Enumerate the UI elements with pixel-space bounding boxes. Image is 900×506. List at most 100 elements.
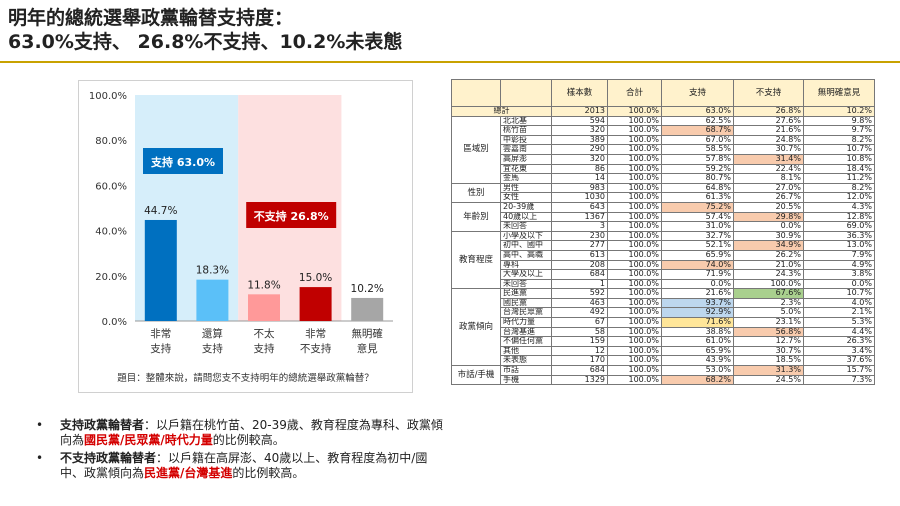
row-cell: 1 — [551, 278, 608, 290]
row-cell: 5.0% — [733, 307, 804, 319]
row-cell: 230 — [551, 230, 608, 242]
row-cell: 12 — [551, 345, 608, 357]
x-tick-label: 支持 — [254, 342, 275, 355]
row-category: 國民黨 — [500, 297, 552, 309]
row-cell: 23.1% — [733, 317, 804, 328]
row-cell: 12.7% — [733, 336, 804, 347]
group-label: 年齡別 — [451, 201, 501, 232]
data-label: 18.3% — [196, 265, 229, 277]
row-cell: 57.4% — [661, 211, 734, 223]
row-cell: 52.1% — [661, 240, 734, 251]
finding-text-end: 的比例較高。 — [232, 466, 305, 480]
total-cell-n: 2013 — [551, 106, 608, 117]
row-cell: 26.3% — [803, 336, 875, 347]
table-row: 宜花東 86 100.0% 59.2% 22.4% 18.4% — [452, 163, 875, 175]
header-oppose: 不支持 — [733, 79, 804, 107]
data-label: 44.7% — [144, 205, 177, 217]
row-cell: 4.9% — [803, 259, 875, 271]
row-cell: 100.0% — [607, 269, 662, 280]
table-row: 其他 12 100.0% 65.9% 30.7% 3.4% — [452, 345, 875, 357]
table-row: 市話/手機 市話 684 100.0% 53.0% 31.3% 15.7% — [451, 365, 875, 386]
row-cell: 58.5% — [661, 144, 734, 155]
row-cell: 10.7% — [803, 144, 875, 155]
row-cell: 21.6% — [661, 288, 734, 299]
row-cell: 0.0% — [803, 278, 875, 290]
row-category: 不偏任何黨 — [500, 336, 552, 347]
finding-text: ：以戶籍在高屏澎、40歲以上、教育程度為初中/國中、政黨傾向為 — [60, 451, 428, 480]
row-cell: 1329 — [551, 374, 608, 386]
finding-text-end: 的比例較高。 — [212, 433, 285, 447]
row-cell: 100.0% — [607, 317, 662, 328]
row-cell: 100.0% — [607, 201, 662, 213]
table-row: 金馬 14 100.0% 80.7% 8.1% 11.2% — [452, 173, 875, 184]
row-category: 40歲以上 — [500, 211, 552, 223]
table-row: 未回答 3 100.0% 31.0% 0.0% 69.0% — [452, 221, 875, 232]
row-cell: 594 — [551, 115, 608, 127]
row-cell: 100.0% — [733, 278, 804, 290]
row-cell: 43.9% — [661, 355, 734, 367]
row-cell: 1030 — [551, 192, 608, 203]
row-cell: 24.3% — [733, 269, 804, 280]
row-cell: 4.3% — [803, 201, 875, 213]
row-cell: 31.3% — [733, 365, 804, 376]
row-cell: 208 — [551, 259, 608, 271]
row-cell: 68.7% — [661, 125, 734, 136]
x-tick-label: 不支持 — [300, 342, 332, 355]
row-cell: 100.0% — [607, 182, 662, 194]
row-category: 小學及以下 — [500, 230, 552, 242]
row-category: 宜花東 — [500, 163, 552, 175]
row-category: 中彰投 — [500, 134, 552, 146]
row-cell: 65.9% — [661, 249, 734, 261]
title-divider — [0, 61, 900, 63]
row-cell: 290 — [551, 144, 608, 155]
row-cell: 32.7% — [661, 230, 734, 242]
row-cell: 24.8% — [733, 134, 804, 146]
row-cell: 100.0% — [607, 288, 662, 299]
row-cell: 100.0% — [607, 230, 662, 242]
row-cell: 10.7% — [803, 288, 875, 299]
table-row: 大學及以上 684 100.0% 71.9% 24.3% 3.8% — [452, 269, 875, 280]
row-cell: 24.5% — [733, 374, 804, 386]
row-cell: 100.0% — [607, 355, 662, 367]
table-row: 不偏任何黨 159 100.0% 61.0% 12.7% 26.3% — [452, 336, 875, 347]
row-cell: 80.7% — [661, 173, 734, 184]
row-cell: 100.0% — [607, 173, 662, 184]
row-cell: 100.0% — [607, 365, 662, 376]
x-tick-label: 非常 — [305, 327, 326, 340]
crosstab-table: 樣本數 合計 支持 不支持 無明確意見 總計 2013 100.0% 63.0% 26.… — [451, 79, 875, 386]
row-category: 初中、國中 — [500, 240, 552, 251]
table-row: 專科 208 100.0% 74.0% 21.0% 4.9% — [452, 259, 875, 271]
row-category: 高屏澎 — [500, 153, 552, 165]
row-cell: 12.0% — [803, 192, 875, 203]
row-cell: 93.7% — [661, 297, 734, 309]
x-tick-label: 無明確 — [351, 327, 383, 340]
x-tick-label: 不太 — [254, 327, 275, 340]
table-header-row: 樣本數 合計 支持 不支持 無明確意見 — [451, 79, 875, 107]
chart-question-note: 題目：整體來說，請問您支不支持明年的總統選舉政黨輪替？ — [117, 373, 374, 384]
table-row: 女性 1030 100.0% 61.3% 26.7% 12.0% — [452, 192, 875, 203]
finding-label: 不支持政黨輪替者 — [60, 451, 157, 465]
table-row: 高屏澎 320 100.0% 57.8% 31.4% 10.8% — [452, 153, 875, 165]
finding-support: • 支持政黨輪替者：以戶籍在桃竹苗、20-39歲、教育程度為專科、政黨傾向為國民… — [28, 418, 448, 448]
row-cell: 59.2% — [661, 163, 734, 175]
row-category: 手機 — [500, 374, 552, 386]
table-row: 年齡別 20-39歲 643 100.0% 75.2% 20.5% 4.3% — [451, 201, 875, 232]
row-cell: 389 — [551, 134, 608, 146]
row-cell: 27.6% — [733, 115, 804, 127]
row-cell: 21.0% — [733, 259, 804, 271]
oppose-badge-label: 不支持 26.8% — [254, 209, 329, 223]
x-tick-label: 還算 — [202, 327, 223, 340]
row-cell: 34.9% — [733, 240, 804, 251]
row-cell: 983 — [551, 182, 608, 194]
row-cell: 2.3% — [733, 297, 804, 309]
row-cell: 38.8% — [661, 326, 734, 338]
row-cell: 7.9% — [803, 249, 875, 261]
row-cell: 100.0% — [607, 163, 662, 175]
row-cell: 18.4% — [803, 163, 875, 175]
row-cell: 56.8% — [733, 326, 804, 338]
row-cell: 1367 — [551, 211, 608, 223]
row-cell: 3.4% — [803, 345, 875, 357]
row-cell: 9.7% — [803, 125, 875, 136]
row-cell: 5.3% — [803, 317, 875, 328]
total-label: 總計 — [451, 106, 552, 117]
